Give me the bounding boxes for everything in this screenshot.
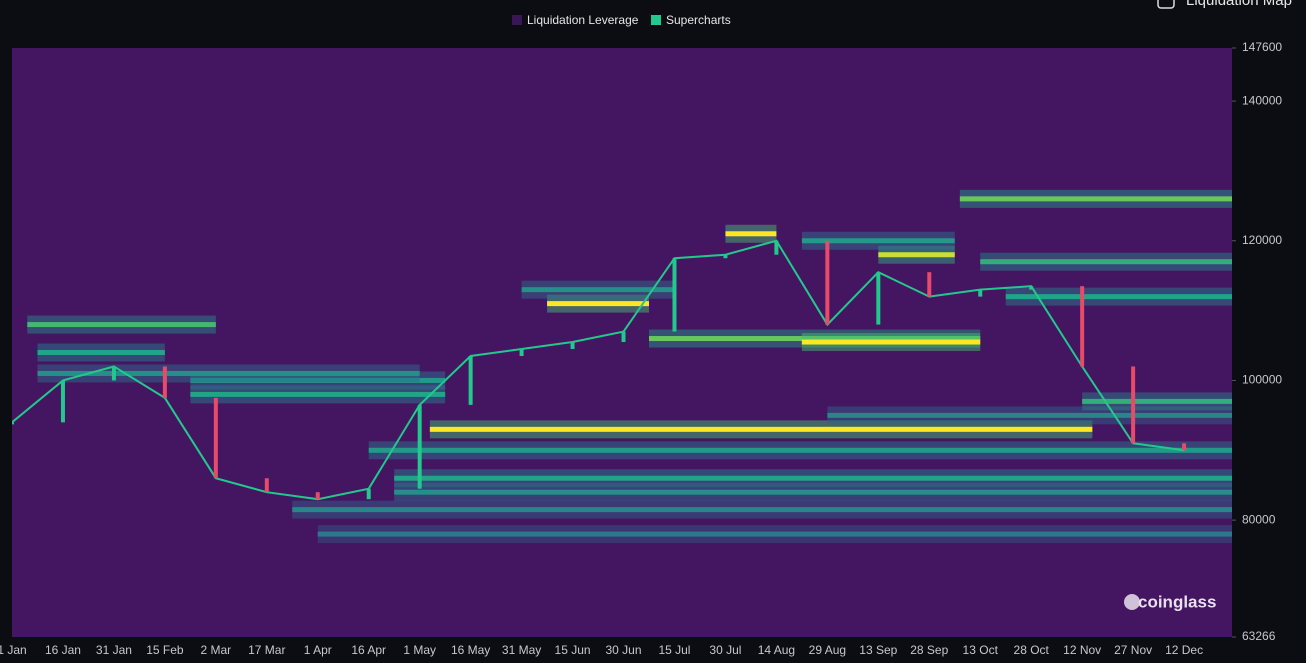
candle: [213, 397, 218, 479]
liquidation-band: [1005, 294, 1232, 300]
x-tick-label: 15 Jul: [658, 643, 690, 657]
liquidation-band: [429, 426, 1093, 432]
x-tick-label: 12 Nov: [1063, 643, 1101, 657]
liquidation-band: [37, 350, 165, 356]
liquidation-band: [801, 339, 981, 345]
candle: [366, 488, 371, 500]
y-tick-label: 120000: [1242, 233, 1282, 247]
liquidation-band: [959, 196, 1232, 202]
x-tick-label: 1 Apr: [304, 643, 332, 657]
candle: [60, 380, 65, 423]
candle: [315, 492, 320, 500]
x-tick-label: 30 Jul: [709, 643, 741, 657]
liquidation-band: [801, 238, 955, 244]
liquidation-band: [368, 447, 1232, 453]
x-tick-label: 1 May: [403, 643, 436, 657]
price-line: [12, 239, 1185, 501]
x-tick-label: 30 Jun: [606, 643, 642, 657]
candle: [264, 478, 269, 493]
candle: [723, 254, 728, 259]
liquidation-band: [547, 301, 649, 307]
candle: [978, 289, 983, 297]
legend-swatch: [512, 15, 522, 25]
plot: [12, 189, 1232, 544]
liquidation-band: [27, 322, 216, 328]
candle: [927, 272, 932, 297]
toggle-label[interactable]: Liquidation Map: [1186, 0, 1292, 9]
x-tick-label: 14 Aug: [758, 643, 795, 657]
candle: [1029, 286, 1034, 290]
x-tick-label: 31 Jan: [96, 643, 132, 657]
x-tick-label: 16 Apr: [351, 643, 386, 657]
y-tick-label: 147600: [1242, 40, 1282, 54]
x-tick-label: 15 Feb: [146, 643, 184, 657]
x-tick-label: 29 Aug: [809, 643, 846, 657]
x-tick-label: 15 Jun: [555, 643, 591, 657]
candle: [417, 404, 422, 489]
x-tick-label: 28 Oct: [1014, 643, 1050, 657]
liquidation-band: [394, 489, 1232, 495]
watermark: coinglass: [1138, 592, 1216, 611]
y-tick-label: 100000: [1242, 373, 1282, 387]
plot-area: [12, 48, 1232, 637]
candle: [519, 349, 524, 357]
x-tick-label: 31 May: [502, 643, 541, 657]
candle: [1080, 286, 1085, 367]
legend-swatch: [651, 15, 661, 25]
y-tick-label: 63266: [1242, 629, 1276, 643]
legend-label[interactable]: Supercharts: [666, 13, 731, 27]
candle: [12, 422, 14, 425]
candle: [570, 342, 575, 350]
liquidation-band: [37, 370, 420, 376]
x-tick-label: 13 Sep: [859, 643, 897, 657]
x-tick-label: 13 Oct: [963, 643, 999, 657]
x-tick-label: 28 Sep: [910, 643, 948, 657]
liquidation-band: [317, 531, 1232, 537]
liquidation-band: [725, 231, 777, 237]
x-tick-label: 16 Jan: [45, 643, 81, 657]
candle: [672, 258, 677, 332]
x-tick-label: 1 Jan: [0, 643, 27, 657]
x-tick-label: 17 Mar: [248, 643, 285, 657]
y-tick-label: 140000: [1242, 93, 1282, 107]
candle: [1131, 366, 1136, 444]
legend-label[interactable]: Liquidation Leverage: [527, 13, 639, 27]
x-tick-label: 27 Nov: [1114, 643, 1152, 657]
watermark-icon: [1124, 594, 1140, 610]
candle: [774, 240, 779, 255]
candle: [162, 366, 167, 398]
candle: [468, 356, 473, 405]
x-tick-label: 2 Mar: [200, 643, 231, 657]
liquidation-band: [190, 391, 446, 397]
y-tick-label: 80000: [1242, 512, 1276, 526]
candle: [111, 366, 116, 381]
liquidation-band: [878, 252, 955, 258]
candle: [1182, 443, 1187, 451]
candle: [621, 331, 626, 343]
liquidation-band: [521, 287, 675, 293]
candle: [825, 240, 830, 325]
liquidation-band: [827, 412, 1232, 418]
candle: [876, 272, 881, 325]
liquidation-band: [1082, 398, 1232, 404]
x-tick-label: 16 May: [451, 643, 490, 657]
x-tick-label: 12 Dec: [1165, 643, 1203, 657]
toggle-checkbox[interactable]: [1157, 0, 1175, 9]
liquidation-band: [394, 475, 1232, 481]
liquidation-band: [980, 259, 1232, 265]
liquidation-band: [292, 507, 1232, 513]
